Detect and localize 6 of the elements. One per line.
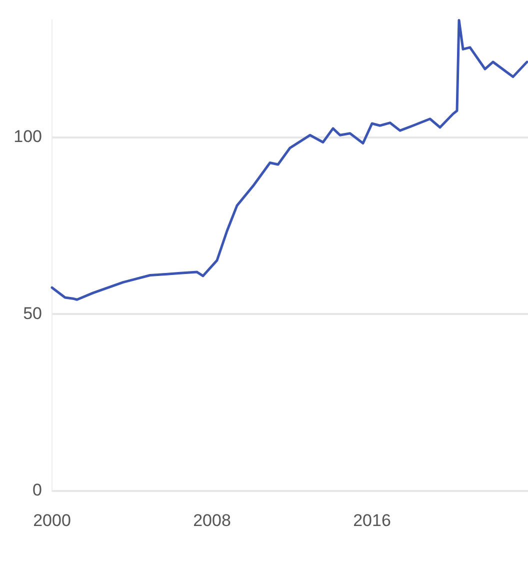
x-tick-label: 2016 [353,510,391,530]
y-tick-label: 0 [32,480,42,500]
x-tick-label: 2008 [193,510,231,530]
y-tick-label: 100 [14,126,42,146]
y-tick-label: 50 [23,304,42,323]
x-tick-label: 2000 [33,510,71,530]
